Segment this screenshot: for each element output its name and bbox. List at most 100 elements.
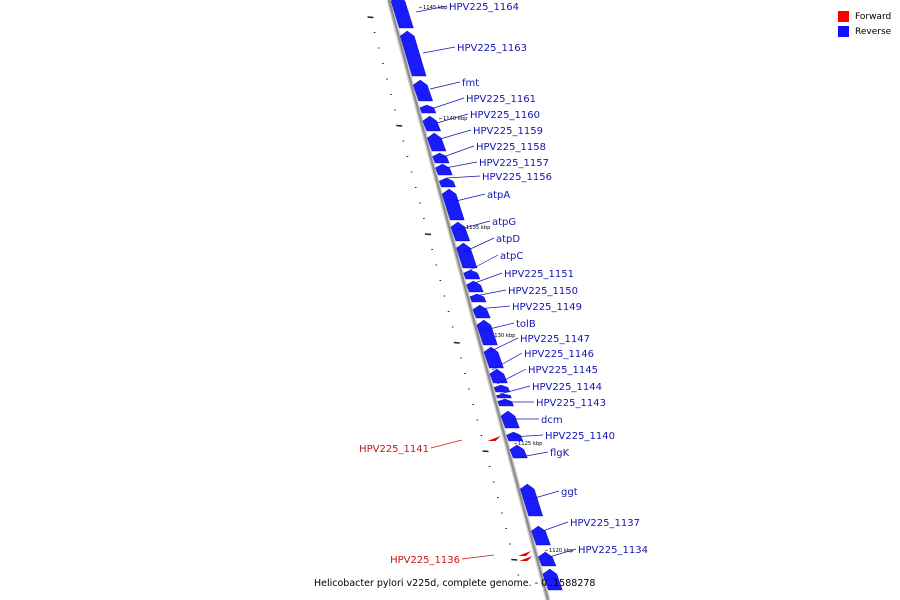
- reverse-gene-feature: [496, 393, 512, 399]
- label-leader: [456, 220, 491, 231]
- reverse-gene-feature: [538, 551, 557, 567]
- label-leader: [415, 5, 448, 13]
- scale-label: 1140 kbp: [443, 116, 468, 122]
- label-leader: [461, 554, 495, 560]
- label-leader: [433, 97, 465, 109]
- reverse-gene-feature: [531, 525, 551, 546]
- reverse-gene-feature: [427, 132, 447, 152]
- legend-label-reverse: Reverse: [855, 26, 892, 37]
- scale-label: 1130 kbp: [491, 333, 516, 339]
- label-leader: [474, 289, 507, 297]
- forward-gene-feature: [487, 436, 501, 441]
- label-leader: [451, 193, 486, 203]
- reverse-gene-feature: [476, 319, 498, 346]
- label-leader: [463, 237, 495, 253]
- reverse-gene-feature: [542, 568, 563, 591]
- scale-tick: [396, 124, 403, 127]
- gene-label: atpD: [496, 234, 520, 245]
- label-leader: [446, 175, 481, 179]
- scale-tick: [453, 341, 460, 344]
- reverse-gene-feature: [500, 410, 520, 429]
- label-leader: [469, 254, 499, 271]
- label-leader: [527, 490, 560, 501]
- gene-label: HPV225_1151: [504, 269, 574, 280]
- scale-leader: [438, 117, 443, 120]
- label-leader: [476, 305, 511, 310]
- label-leader: [499, 385, 531, 395]
- reverse-gene-feature: [438, 177, 456, 188]
- label-leader: [480, 322, 515, 332]
- reverse-gene-feature: [469, 293, 487, 303]
- scale-label: 1135 kbp: [466, 225, 491, 231]
- legend-item-forward: Forward: [838, 9, 891, 24]
- label-leader: [491, 352, 523, 371]
- gene-label: atpA: [487, 190, 510, 201]
- label-leader: [444, 161, 478, 169]
- label-leader: [442, 145, 475, 158]
- gene-label: HPV225_1163: [457, 43, 527, 54]
- reverse-gene-feature: [483, 346, 504, 369]
- reverse-gene-feature: [520, 483, 544, 517]
- reverse-gene-feature: [441, 188, 465, 221]
- gene-label: HPV225_1140: [545, 431, 615, 442]
- reverse-gene-feature: [419, 104, 437, 114]
- scale-tick: [424, 233, 432, 236]
- genome-caption: Helicobacter pylori v225d, complete geno…: [314, 578, 596, 589]
- gene-label: HPV225_1134: [578, 545, 648, 556]
- gene-label: atpG: [492, 217, 516, 228]
- reverse-gene-feature: [432, 152, 450, 164]
- legend-label-forward: Forward: [855, 11, 892, 22]
- label-leader: [436, 113, 469, 124]
- gene-label: HPV225_1141: [359, 444, 429, 455]
- gene-label: HPV225_1145: [528, 365, 598, 376]
- gene-label: HPV225_1144: [532, 382, 602, 393]
- label-leaders: [415, 5, 577, 560]
- reverse-gene-feature: [390, 0, 414, 29]
- legend: Forward Reverse: [838, 9, 891, 39]
- scale-leader: [513, 442, 518, 445]
- reverse-swatch: [838, 26, 849, 37]
- gene-label: HPV225_1147: [520, 334, 590, 345]
- reverse-gene-feature: [497, 398, 514, 407]
- reverse-gene-feature: [493, 384, 511, 393]
- scale-tick: [482, 450, 489, 453]
- gene-label: HPV225_1159: [473, 126, 543, 137]
- gene-label: ggt: [561, 487, 578, 498]
- gene-label: HPV225_1149: [512, 302, 582, 313]
- gene-label: HPV225_1143: [536, 398, 606, 409]
- gene-label: HPV225_1137: [570, 518, 640, 529]
- label-leader: [430, 439, 463, 449]
- reverse-gene-feature: [399, 30, 427, 77]
- gene-label: tolB: [516, 319, 536, 330]
- gene-label: HPV225_1160: [470, 110, 540, 121]
- gene-label: dcm: [541, 415, 563, 426]
- reverse-gene-feature: [489, 368, 508, 384]
- label-leader: [496, 368, 527, 385]
- scale-leader: [544, 549, 549, 552]
- scale-leader: [418, 6, 423, 9]
- gene-label: HPV225_1158: [476, 142, 546, 153]
- gene-label: HPV225_1157: [479, 158, 549, 169]
- label-leader: [536, 521, 569, 534]
- scale-label: 1120 kbp: [549, 548, 574, 554]
- gene-label: HPV225_1164: [449, 2, 519, 13]
- label-leader: [422, 46, 456, 54]
- genome-backbone: [387, 0, 550, 600]
- reverse-gene-feature: [509, 444, 528, 459]
- label-leader: [511, 434, 544, 438]
- legend-item-reverse: Reverse: [838, 24, 891, 39]
- label-leader: [545, 548, 577, 559]
- scale-label: 1125 kbp: [518, 441, 543, 447]
- reverse-gene-feature: [450, 221, 471, 242]
- scale-tick: [511, 558, 518, 561]
- forward-swatch: [838, 11, 849, 22]
- reverse-gene-feature: [463, 269, 481, 280]
- reverse-gene-feature: [466, 280, 484, 293]
- gene-label: HPV225_1136: [390, 555, 460, 566]
- gene-label: fmt: [462, 78, 479, 89]
- gene-label: HPV225_1150: [508, 286, 578, 297]
- forward-gene-feature: [519, 556, 533, 561]
- forward-gene-feature: [518, 551, 532, 556]
